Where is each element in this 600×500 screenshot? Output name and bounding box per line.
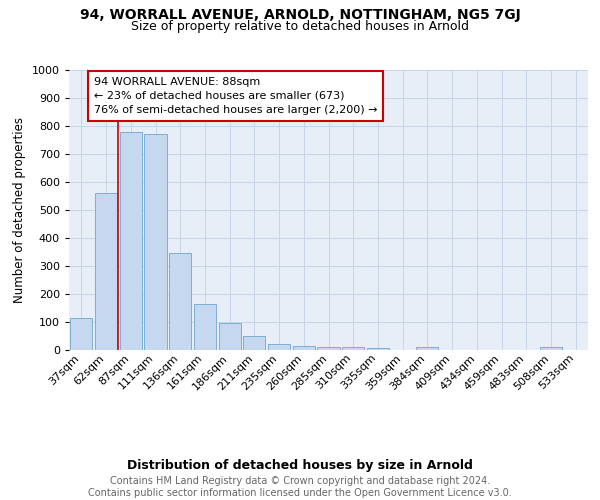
Bar [218, 322, 241, 350]
Bar [416, 347, 439, 350]
Bar [293, 346, 315, 350]
Bar [194, 304, 216, 350]
Bar [540, 347, 562, 350]
Bar [243, 336, 265, 350]
Bar [169, 254, 191, 350]
Text: Contains HM Land Registry data © Crown copyright and database right 2024.
Contai: Contains HM Land Registry data © Crown c… [88, 476, 512, 498]
Y-axis label: Number of detached properties: Number of detached properties [13, 117, 26, 303]
Bar [268, 344, 290, 350]
Bar [317, 346, 340, 350]
Bar [119, 132, 142, 350]
Text: Distribution of detached houses by size in Arnold: Distribution of detached houses by size … [127, 460, 473, 472]
Text: 94 WORRALL AVENUE: 88sqm
← 23% of detached houses are smaller (673)
76% of semi-: 94 WORRALL AVENUE: 88sqm ← 23% of detach… [94, 77, 377, 115]
Bar [342, 347, 364, 350]
Text: Size of property relative to detached houses in Arnold: Size of property relative to detached ho… [131, 20, 469, 33]
Text: 94, WORRALL AVENUE, ARNOLD, NOTTINGHAM, NG5 7GJ: 94, WORRALL AVENUE, ARNOLD, NOTTINGHAM, … [80, 8, 520, 22]
Bar [367, 348, 389, 350]
Bar [95, 193, 117, 350]
Bar [145, 134, 167, 350]
Bar [70, 318, 92, 350]
